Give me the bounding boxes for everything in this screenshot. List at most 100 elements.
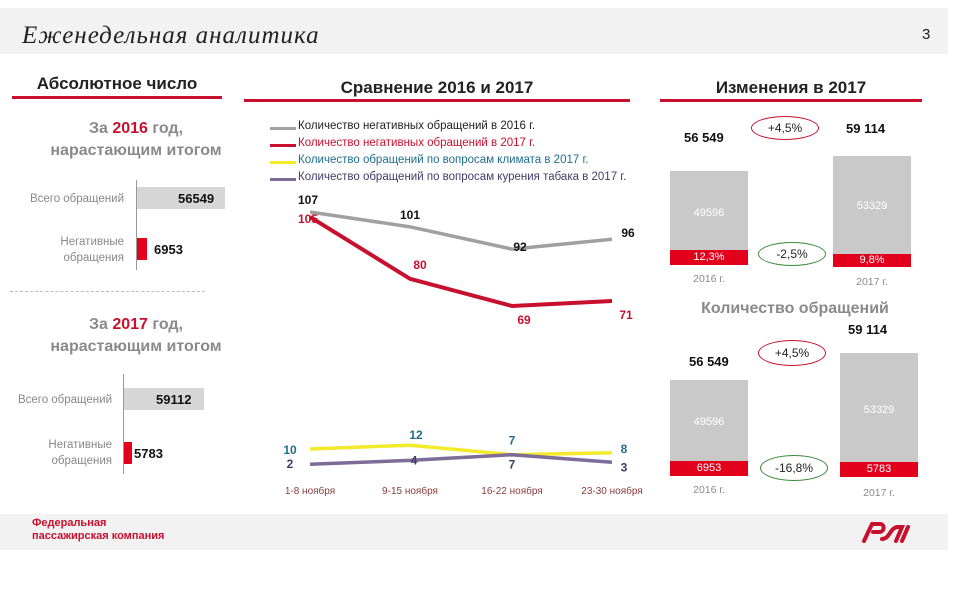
caption-2017-pre: За bbox=[88, 316, 113, 333]
neg-value-2017: 5783 bbox=[134, 446, 163, 461]
total-value-2016: 56549 bbox=[178, 191, 215, 206]
data-label-s3-3: 7 bbox=[509, 434, 516, 448]
top-left-year: 2016 г. bbox=[693, 273, 725, 285]
top-left-red-share: 12,3% bbox=[670, 250, 748, 265]
bottom-decline-pill: -16,8% bbox=[760, 455, 828, 481]
x-tick-2: 9-15 ноября bbox=[382, 485, 438, 497]
bottom-left-inner-value: 49596 bbox=[693, 416, 725, 428]
top-left-column bbox=[670, 171, 748, 265]
top-left-inner-value: 49596 bbox=[693, 207, 725, 219]
top-right-red-share: 9,8% bbox=[833, 254, 911, 267]
caption-2017-line2: нарастающим итогом bbox=[50, 338, 222, 355]
x-tick-3: 16-22 ноября bbox=[481, 485, 542, 497]
title-bar bbox=[0, 8, 948, 54]
axis-2017 bbox=[123, 374, 124, 474]
total-bar-2017 bbox=[124, 388, 204, 410]
top-growth-pill: +4,5% bbox=[751, 116, 819, 140]
data-label-s4-2: 4 bbox=[411, 453, 418, 467]
caption-2016: За 2016 год, нарастающим итогом bbox=[36, 118, 236, 162]
bottom-right-year: 2017 г. bbox=[863, 487, 895, 499]
middle-heading-underline bbox=[244, 99, 630, 102]
neg-label-2017-line1: Негативные bbox=[48, 439, 112, 451]
total-value-2017: 59112 bbox=[156, 392, 192, 407]
top-left-total: 56 549 bbox=[684, 130, 724, 145]
neg-label-2016: Негативные обращения bbox=[10, 234, 124, 266]
legend-swatch-2 bbox=[270, 144, 296, 147]
count-heading: Количество обращений bbox=[701, 300, 889, 317]
neg-label-2017: Негативные обращения bbox=[4, 437, 112, 469]
neg-bar-2016 bbox=[137, 238, 147, 260]
legend-label-3: Количество обращений по вопросам климата… bbox=[298, 154, 589, 166]
company-name-line1: Федеральная bbox=[32, 517, 107, 529]
bottom-left-red-count: 6953 bbox=[670, 461, 748, 476]
data-label-s2-4: 71 bbox=[619, 308, 633, 322]
data-label-s1-1: 107 bbox=[298, 193, 318, 207]
data-label-s4-1: 2 bbox=[287, 457, 294, 471]
neg-bar-2017 bbox=[124, 442, 132, 464]
bottom-right-red-count: 5783 bbox=[840, 462, 918, 477]
data-label-s1-3: 92 bbox=[513, 240, 527, 254]
data-label-s1-4: 96 bbox=[621, 226, 635, 240]
absolute-number-heading: Абсолютное число bbox=[36, 74, 198, 93]
bottom-right-inner-value: 53329 bbox=[863, 404, 895, 416]
legend-swatch-4 bbox=[270, 178, 296, 181]
top-right-year: 2017 г. bbox=[856, 276, 888, 288]
x-tick-1: 1-8 ноября bbox=[285, 485, 335, 497]
legend-label-2: Количество негативных обращений в 2017 г… bbox=[298, 137, 536, 149]
caption-2017-year: 2017 bbox=[112, 316, 148, 333]
page-number: 3 bbox=[922, 26, 931, 43]
top-decline-pill: -2,5% bbox=[758, 242, 826, 266]
left-heading-underline bbox=[12, 96, 222, 99]
page-title: Еженедельная аналитика bbox=[22, 22, 320, 49]
series-line-3 bbox=[309, 443, 613, 457]
top-right-total: 59 114 bbox=[846, 121, 886, 136]
total-label-2017: Всего обращений bbox=[17, 394, 112, 406]
legend-label-4: Количество обращений по вопросам курения… bbox=[298, 171, 627, 183]
caption-2016-post: год, bbox=[147, 120, 184, 137]
data-label-s1-2: 101 bbox=[400, 208, 420, 222]
right-heading-underline bbox=[660, 99, 922, 102]
footer-bar bbox=[0, 514, 948, 550]
rzd-logo-icon bbox=[862, 522, 910, 543]
bottom-right-column bbox=[840, 353, 918, 477]
company-name-line2: пассажирская компания bbox=[32, 530, 165, 542]
caption-2017-post: год, bbox=[147, 316, 184, 333]
legend-swatch-1 bbox=[270, 127, 296, 130]
series-line-1 bbox=[309, 210, 613, 251]
total-bar-2016 bbox=[137, 187, 225, 209]
top-right-column bbox=[833, 156, 911, 267]
divider bbox=[10, 291, 205, 292]
data-label-s3-1: 10 bbox=[283, 443, 297, 457]
legend-swatch-3 bbox=[270, 161, 296, 164]
changes-heading: Изменения в 2017 bbox=[715, 78, 867, 97]
caption-2016-line2: нарастающим итогом bbox=[50, 142, 222, 159]
caption-2017: За 2017 год, нарастающим итогом bbox=[36, 314, 236, 358]
neg-label-2016-line2: обращения bbox=[63, 252, 124, 264]
series-line-4 bbox=[309, 452, 613, 466]
caption-2016-pre: За bbox=[88, 120, 113, 137]
data-label-s2-3: 69 bbox=[517, 313, 531, 327]
bottom-left-column bbox=[670, 380, 748, 476]
line-chart: 107 101 92 96 105 80 69 71 10 12 7 8 2 4 7 3 1-8 ноября 9… bbox=[283, 193, 642, 497]
bottom-right-total: 59 114 bbox=[848, 322, 888, 337]
axis-2016 bbox=[136, 180, 137, 270]
total-label-2016: Всего обращений bbox=[29, 193, 124, 205]
neg-label-2017-line2: обращения bbox=[51, 455, 112, 467]
bottom-left-total: 56 549 bbox=[689, 354, 729, 369]
bottom-left-year: 2016 г. bbox=[693, 484, 725, 496]
neg-value-2016: 6953 bbox=[154, 242, 183, 257]
series-line-2 bbox=[308, 215, 613, 308]
neg-label-2016-line1: Негативные bbox=[60, 236, 124, 248]
caption-2016-year: 2016 bbox=[112, 120, 148, 137]
data-label-s3-4: 8 bbox=[621, 442, 628, 456]
data-label-s4-3: 7 bbox=[509, 458, 516, 472]
x-tick-4: 23-30 ноября bbox=[581, 485, 642, 497]
data-label-s3-2: 12 bbox=[409, 428, 423, 442]
data-label-s2-1: 105 bbox=[298, 212, 318, 226]
bottom-growth-pill: +4,5% bbox=[758, 340, 826, 366]
legend-label-1: Количество негативных обращений в 2016 г… bbox=[298, 120, 536, 132]
data-label-s4-4: 3 bbox=[621, 460, 628, 474]
data-label-s2-2: 80 bbox=[413, 258, 427, 272]
comparison-heading: Сравнение 2016 и 2017 bbox=[340, 78, 534, 97]
company-name: Федеральная пассажирская компания bbox=[32, 517, 164, 543]
